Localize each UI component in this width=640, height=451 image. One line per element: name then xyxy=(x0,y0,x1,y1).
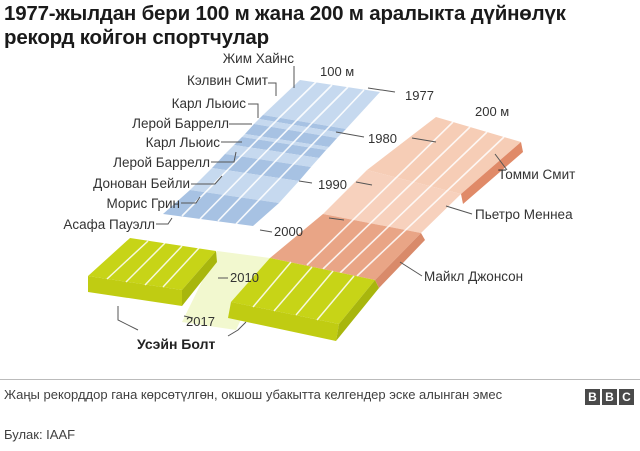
segment-100m-powell xyxy=(190,168,299,203)
year-label-1977: 1977 xyxy=(405,88,434,103)
bolt-200m-front xyxy=(228,302,339,341)
bolt-100m-side xyxy=(182,251,217,306)
holder-100m-2: Кэлвин Смит xyxy=(187,73,268,88)
footer-divider xyxy=(0,379,640,380)
year-label-1990: 1990 xyxy=(318,177,347,192)
year-label-1980: 1980 xyxy=(368,131,397,146)
holder-200m-1: Томми Смит xyxy=(498,167,575,182)
segment-200m-johnson-edge xyxy=(375,233,425,288)
segment-100m-smith xyxy=(259,115,346,133)
track-200m xyxy=(270,117,523,288)
segment-200m-smith-edge xyxy=(461,142,523,204)
chart-title: 1977-жылдан бери 100 м жана 200 м аралык… xyxy=(4,2,566,49)
year-label-2017: 2017 xyxy=(186,314,215,329)
segment-100m-lewis-1 xyxy=(254,119,342,138)
holder-100m-9: Асафа Пауэлл xyxy=(63,217,155,232)
holder-100m-8: Морис Грин xyxy=(106,196,180,211)
bolt-block-100m xyxy=(88,238,217,306)
bbc-logo-letter: B xyxy=(602,389,617,405)
event-label-100m: 100 м xyxy=(320,64,354,79)
holder-100m-7: Донован Бейли xyxy=(93,176,190,191)
segment-100m-powell-late xyxy=(163,190,279,226)
bolt-100m-top xyxy=(88,238,216,290)
bbc-logo-letter: C xyxy=(619,389,634,405)
year-label-2000: 2000 xyxy=(274,224,303,239)
holder-200m-3: Майкл Джонсон xyxy=(424,269,523,284)
bbc-logo-letter: B xyxy=(585,389,600,405)
bolt-100m-front xyxy=(88,276,182,306)
source-credit: Булак: IAAF xyxy=(4,427,76,442)
holder-200m-2: Пьетро Меннеа xyxy=(475,207,573,222)
bolt-200m-top xyxy=(231,258,375,324)
segment-100m-lewis-2 xyxy=(242,134,329,150)
segment-100m-hines xyxy=(263,80,380,129)
holder-100m-4: Лерой Баррелл xyxy=(132,116,229,131)
event-label-200m: 200 м xyxy=(475,104,509,119)
bolt-connector xyxy=(182,251,270,330)
segment-100m-burrell-2 xyxy=(234,137,326,158)
holder-100m-6: Лерой Баррелл xyxy=(113,155,210,170)
shared-holder-label: Усэйн Болт xyxy=(137,336,215,352)
holder-100m-5: Карл Льюис xyxy=(146,135,221,150)
bolt-block-200m xyxy=(228,258,379,341)
bbc-logo: B B C xyxy=(585,389,634,405)
year-label-2010: 2010 xyxy=(230,270,259,285)
holder-100m-1: Жим Хайнс xyxy=(223,51,295,66)
holder-100m-3: Карл Льюис xyxy=(172,96,247,111)
records-graphic: Жим Хайнс Кэлвин Смит Карл Льюис Лерой Б… xyxy=(63,51,575,352)
track-100m xyxy=(163,80,380,226)
footnote: Жаңы рекорддор гана көрсөтүлгөн, окшош у… xyxy=(4,387,503,402)
bolt-200m-side xyxy=(336,280,379,341)
